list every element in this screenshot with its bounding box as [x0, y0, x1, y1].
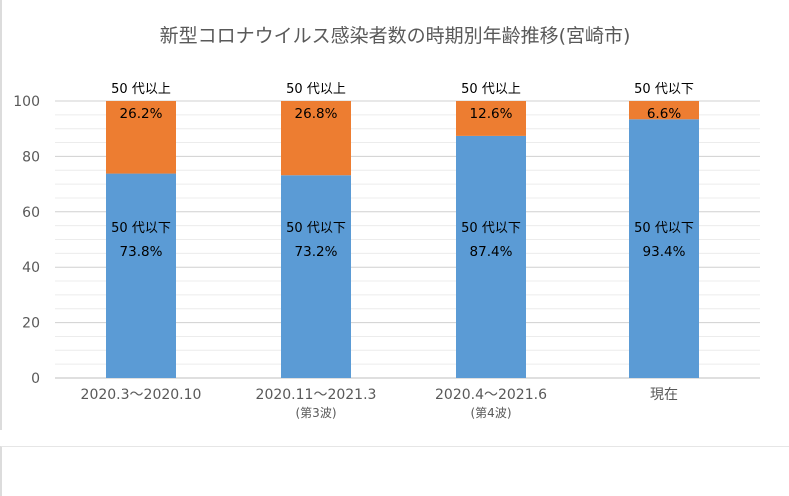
series-label-top: 50 代以下	[634, 82, 694, 97]
data-label-bottom: 87.4%	[470, 244, 513, 260]
x-category-label: 2020.4～2021.6	[435, 387, 547, 403]
bar-segment-under-50	[629, 119, 699, 379]
x-category-label: 2020.11～2021.3	[256, 387, 377, 403]
bar-segment-over-50	[106, 101, 176, 174]
y-tick-label: 20	[22, 316, 40, 332]
series-label-top: 50 代以上	[461, 82, 521, 97]
series-label-bottom: 50 代以下	[634, 221, 694, 236]
y-tick-label: 40	[22, 260, 40, 276]
bar-segment-under-50	[106, 173, 176, 378]
series-label-top: 50 代以上	[111, 82, 171, 97]
bars: 50 代以上 26.2% 50 代以下 73.8% 50 代以上 26.8% 50 代以下 7…	[106, 82, 699, 379]
x-category-label: 現在	[650, 387, 678, 403]
y-axis: 0 20 40 60 80 100	[13, 94, 40, 387]
bar-segment-over-50	[456, 101, 526, 136]
stacked-bar-chart: 新型コロナウイルス感染者数の時期別年齢推移(宮崎市) 020406080100 …	[13, 25, 760, 420]
bar-segment-under-50	[281, 175, 351, 378]
x-category-note: (第3波)	[296, 406, 337, 420]
y-tick-label: 0	[31, 371, 40, 387]
data-label-bottom: 73.2%	[295, 244, 338, 260]
data-label-top: 26.2%	[120, 106, 163, 122]
y-tick-label: 100	[13, 94, 40, 110]
data-label-top: 26.8%	[295, 106, 338, 122]
data-label-bottom: 93.4%	[643, 244, 686, 260]
x-category-label: 2020.3～2020.10	[81, 387, 202, 403]
left-border	[0, 0, 2, 430]
bottom-panel	[0, 446, 789, 496]
y-tick-label: 80	[22, 149, 40, 165]
data-label-bottom: 73.8%	[120, 244, 163, 260]
bar-segment-under-50	[456, 135, 526, 378]
series-label-bottom: 50 代以下	[111, 221, 171, 236]
data-label-top: 12.6%	[470, 106, 513, 122]
series-label-bottom: 50 代以下	[286, 221, 346, 236]
bar-segment-over-50	[281, 101, 351, 176]
x-category-note: (第4波)	[471, 406, 512, 420]
x-axis: 2020.3～2020.10 2020.11～2021.3 (第3波) 2020.4～…	[81, 387, 678, 420]
series-label-top: 50 代以上	[286, 82, 346, 97]
y-tick-label: 60	[22, 205, 40, 221]
data-label-top: 6.6%	[647, 106, 681, 122]
chart-title: 新型コロナウイルス感染者数の時期別年齢推移(宮崎市)	[160, 25, 631, 47]
bar-segment-over-50	[629, 101, 699, 120]
series-label-bottom: 50 代以下	[461, 221, 521, 236]
